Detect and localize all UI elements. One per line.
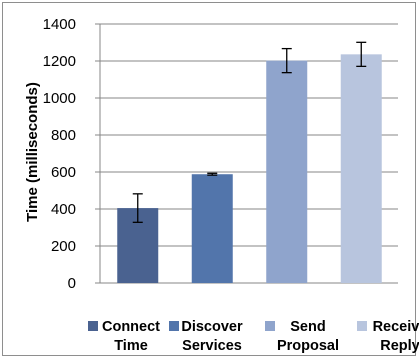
y-tick-label: 600 bbox=[51, 164, 76, 181]
legend-swatch bbox=[357, 321, 367, 331]
legend: Connect Time Discover Services Send Proposal R… bbox=[88, 319, 419, 354]
y-tick-label: 800 bbox=[51, 127, 76, 144]
legend-swatch bbox=[88, 321, 98, 331]
y-tick-label: 1200 bbox=[43, 53, 76, 70]
y-tick-labels: 0 200 400 600 800 1000 1200 1400 bbox=[43, 16, 76, 292]
y-axis-title: Time (milliseconds) bbox=[24, 82, 41, 222]
y-tick-label: 400 bbox=[51, 201, 76, 218]
y-tick-label: 1000 bbox=[43, 90, 76, 107]
legend-label: Send bbox=[290, 319, 325, 335]
legend-label: Services bbox=[182, 338, 242, 354]
legend-swatch bbox=[169, 321, 179, 331]
bar bbox=[266, 60, 308, 283]
bar bbox=[340, 54, 382, 284]
legend-label: Connect bbox=[102, 319, 160, 335]
legend-label: Discover bbox=[181, 319, 243, 335]
legend-label: Receive bbox=[373, 319, 419, 335]
bars bbox=[117, 41, 382, 284]
legend-label: Time bbox=[114, 338, 148, 354]
y-tick-label: 200 bbox=[51, 238, 76, 255]
y-tick-label: 0 bbox=[68, 275, 76, 292]
y-tick-label: 1400 bbox=[43, 16, 76, 33]
legend-label: Reply bbox=[380, 338, 419, 354]
legend-swatch bbox=[265, 321, 275, 331]
bar bbox=[191, 174, 233, 283]
legend-label: Proposal bbox=[277, 338, 339, 354]
